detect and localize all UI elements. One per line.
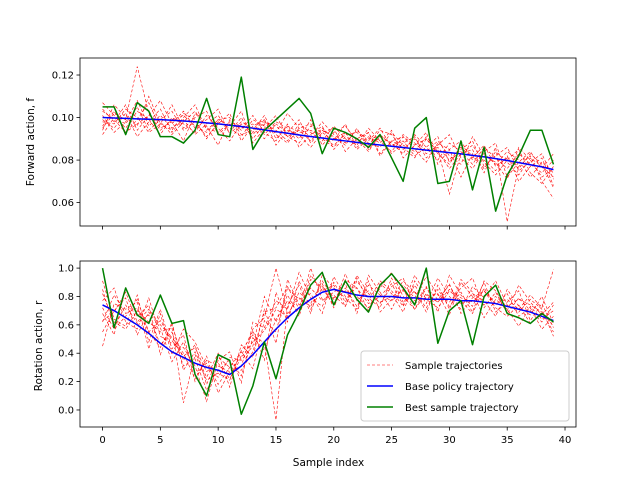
rotation-y-tick-label-1: 0.2 xyxy=(58,377,74,388)
rotation-y-tick-label-2: 0.4 xyxy=(58,349,74,360)
forward-y-tick-label-1: 0.08 xyxy=(52,156,74,167)
rotation-series-group xyxy=(101,267,554,420)
rotation-action-panel: 0 5 10 15 20 25 30 35 40 0.0 0.2 0.4 0.6 0.8 1.0 Rotat… xyxy=(33,260,577,469)
forward-y-tick-label-0: 0.06 xyxy=(52,198,74,209)
rotation-x-tick-label-5: 5 xyxy=(157,435,163,446)
rotation-sample-trajectory-6 xyxy=(102,271,554,403)
rotation-x-tick-label-10: 10 xyxy=(212,435,225,446)
forward-y-axis-label: Forward action, f xyxy=(25,98,37,187)
rotation-axes-group: 0 5 10 15 20 25 30 35 40 0.0 0.2 0.4 0.6 0.8 1.0 xyxy=(58,260,577,446)
rotation-x-tick-label-15: 15 xyxy=(270,435,283,446)
rotation-sample-trajectory-9 xyxy=(102,268,554,380)
forward-action-panel: 0.06 0.08 0.10 0.12 Forward action, f xyxy=(25,57,577,230)
legend-base-label: Base policy trajectory xyxy=(405,382,514,393)
legend-sample-label: Sample trajectories xyxy=(405,361,503,372)
rotation-y-axis-label: Rotation action, r xyxy=(33,300,45,391)
rotation-y-tick-label-4: 0.8 xyxy=(58,292,74,303)
rotation-y-tick-label-0: 0.0 xyxy=(58,405,74,416)
forward-best-sample-trajectory xyxy=(102,76,555,212)
rotation-x-tick-label-30: 30 xyxy=(443,435,456,446)
rotation-x-tick-label-35: 35 xyxy=(501,435,514,446)
rotation-best-sample-trajectory xyxy=(101,267,554,415)
forward-sample-trajectory-1 xyxy=(102,102,554,178)
forward-axes-group: 0.06 0.08 0.10 0.12 xyxy=(52,57,577,230)
rotation-axes-frame xyxy=(79,260,577,428)
rotation-x-tick-label-40: 40 xyxy=(559,435,572,446)
forward-plot-area xyxy=(102,66,555,222)
rotation-x-tick-label-25: 25 xyxy=(385,435,398,446)
rotation-x-tick-label-0: 0 xyxy=(99,435,105,446)
rotation-sample-trajectory-7 xyxy=(102,271,554,378)
rotation-sample-trajectory-3 xyxy=(102,275,554,386)
forward-y-tick-label-2: 0.10 xyxy=(52,113,74,124)
forward-axes-frame xyxy=(79,57,577,227)
legend-best-label: Best sample trajectory xyxy=(405,403,519,414)
rotation-y-tick-label-3: 0.6 xyxy=(58,320,74,331)
legend: Sample trajectories Base policy trajecto… xyxy=(360,350,570,422)
rotation-sample-trajectory-2 xyxy=(102,274,554,391)
rotation-plot-area xyxy=(101,267,554,420)
forward-sample-trajectory-4 xyxy=(102,104,554,184)
rotation-x-tick-label-20: 20 xyxy=(327,435,340,446)
rotation-sample-trajectory-10 xyxy=(102,267,554,386)
x-axis-label: Sample index xyxy=(293,457,364,469)
forward-series-group xyxy=(102,66,555,222)
forward-base-policy-trajectory xyxy=(102,116,554,171)
rotation-sample-trajectory-5 xyxy=(102,274,554,389)
forward-sample-trajectory-10 xyxy=(102,110,554,188)
rotation-y-tick-label-5: 1.0 xyxy=(58,264,74,275)
legend-frame xyxy=(360,350,570,422)
forward-y-tick-label-3: 0.12 xyxy=(52,71,74,82)
forward-sample-trajectory-2 xyxy=(102,99,554,174)
